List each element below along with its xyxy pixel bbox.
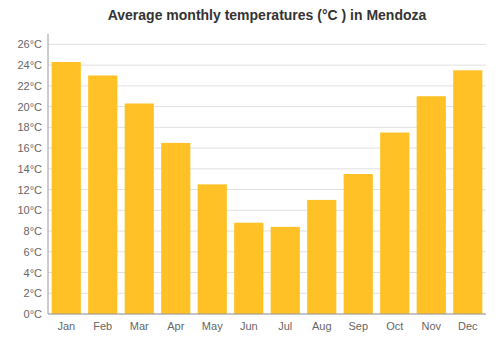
x-tick-label: Apr xyxy=(167,320,184,332)
chart-title: Average monthly temperatures (°C ) in Me… xyxy=(108,7,427,23)
bar xyxy=(234,223,263,314)
x-tick-label: Jun xyxy=(240,320,258,332)
x-tick-label: Sep xyxy=(348,320,368,332)
grid xyxy=(48,44,486,314)
y-tick-label: 14°C xyxy=(17,163,42,175)
bars xyxy=(52,62,483,314)
y-axis-line xyxy=(48,34,49,314)
y-tick-label: 4°C xyxy=(24,267,43,279)
x-tick-label: Jan xyxy=(57,320,75,332)
chart-container: Average monthly temperatures (°C ) in Me… xyxy=(0,0,500,350)
bar xyxy=(271,227,300,314)
x-tick-label: Mar xyxy=(130,320,149,332)
bar xyxy=(453,70,482,314)
x-tick-label: May xyxy=(202,320,223,332)
x-tick-label: Dec xyxy=(458,320,478,332)
y-tick-label: 6°C xyxy=(24,246,43,258)
y-tick-label: 26°C xyxy=(17,38,42,50)
bar xyxy=(344,174,373,314)
y-tick-label: 18°C xyxy=(17,121,42,133)
x-tick-label: Feb xyxy=(93,320,112,332)
y-tick-label: 0°C xyxy=(24,308,43,320)
bar xyxy=(417,96,446,314)
bar xyxy=(52,62,81,314)
y-tick-label: 24°C xyxy=(17,59,42,71)
bar xyxy=(307,200,336,314)
grid-line xyxy=(48,65,486,66)
x-tick-label: Aug xyxy=(312,320,332,332)
bar xyxy=(161,143,190,314)
chart-svg: Average monthly temperatures (°C ) in Me… xyxy=(0,0,500,350)
y-tick-label: 12°C xyxy=(17,184,42,196)
y-tick-label: 2°C xyxy=(24,287,43,299)
x-tick-label: Nov xyxy=(421,320,441,332)
bar xyxy=(380,133,409,314)
x-tick-label: Jul xyxy=(278,320,292,332)
bar xyxy=(125,103,154,314)
bar xyxy=(88,75,117,314)
y-tick-label: 10°C xyxy=(17,204,42,216)
x-tick-label: Oct xyxy=(386,320,403,332)
bar xyxy=(198,184,227,314)
grid-line xyxy=(48,44,486,45)
y-tick-label: 8°C xyxy=(24,225,43,237)
y-tick-label: 16°C xyxy=(17,142,42,154)
y-tick-label: 22°C xyxy=(17,80,42,92)
grid-line xyxy=(48,314,486,315)
x-axis-line xyxy=(48,314,486,315)
y-tick-label: 20°C xyxy=(17,101,42,113)
